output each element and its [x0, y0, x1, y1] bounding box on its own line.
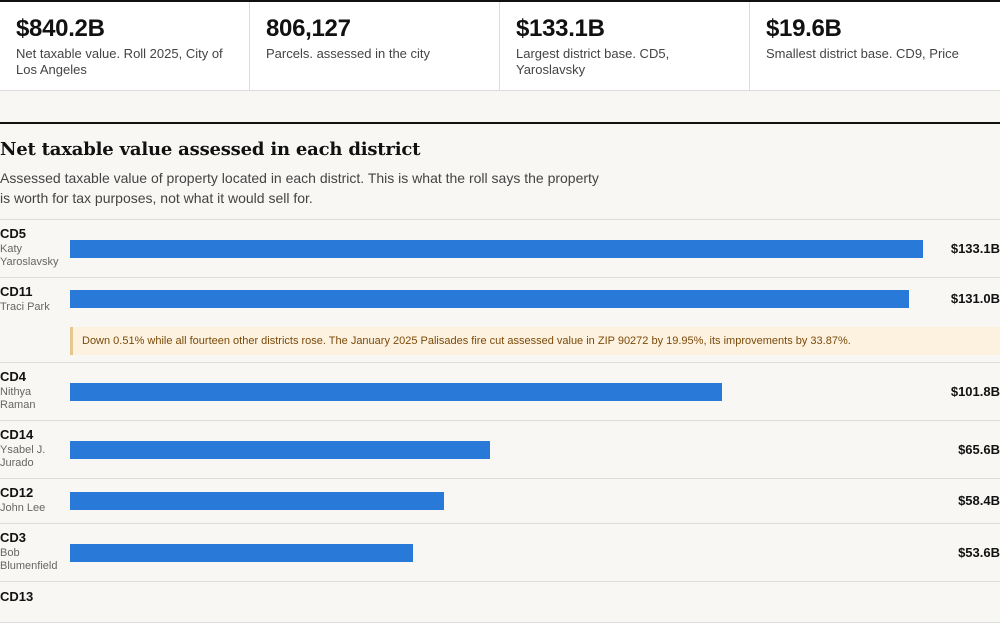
stat-card: $133.1B Largest district base. CD5, Yaro… — [500, 2, 750, 90]
stat-label: Parcels. assessed in the city — [266, 46, 431, 61]
district-row: CD11 Traci Park $131.0B Down 0.51% while al… — [0, 278, 1000, 363]
bar-value-label: $101.8B — [950, 384, 1000, 399]
bar — [70, 544, 413, 562]
bar — [70, 383, 722, 401]
council-member-name: Ysabel J. Jurado — [0, 444, 46, 469]
stat-value: $133.1B — [516, 15, 605, 42]
annotation-note: Down 0.51% while all fourteen other dist… — [70, 327, 1000, 355]
district-label: CD12 — [0, 485, 34, 500]
stats-strip: $840.2B Net taxable value. Roll 2025, Ci… — [0, 0, 1000, 91]
district-row: CD3 Bob Blumenfield $53.6B — [0, 524, 1000, 582]
bar — [70, 240, 923, 258]
district-row: CD4 Nithya Raman $101.8B — [0, 363, 1000, 421]
district-label: CD14 — [0, 427, 34, 442]
stat-label: Net taxable value. Roll 2025, City of Lo… — [16, 46, 223, 77]
stat-label: Smallest district base. CD9, Price — [766, 46, 959, 61]
district-label: CD3 — [0, 530, 27, 545]
stat-value: $840.2B — [16, 15, 105, 42]
council-member-name: Nithya Raman — [0, 386, 36, 411]
chart-subtitle: Assessed taxable value of property locat… — [0, 170, 599, 206]
bar-chart: CD5 Katy Yaroslavsky $133.1B CD11 Traci Park… — [0, 219, 1000, 623]
chart-title: Net taxable value assessed in each distr… — [0, 139, 421, 160]
bar-value-label: $131.0B — [950, 291, 1000, 306]
stat-card: $840.2B Net taxable value. Roll 2025, Ci… — [0, 2, 250, 90]
stat-value: 806,127 — [266, 15, 351, 42]
bar — [70, 492, 444, 510]
council-member-name: Katy Yaroslavsky — [0, 243, 59, 268]
district-row: CD5 Katy Yaroslavsky $133.1B — [0, 220, 1000, 278]
stat-label: Largest district base. CD5, Yaroslavsky — [516, 46, 670, 77]
district-row: CD12 John Lee $58.4B — [0, 479, 1000, 524]
bar-value-label: $133.1B — [950, 241, 1000, 256]
bar-value-label: $65.6B — [958, 442, 1000, 457]
district-label: CD5 — [0, 226, 27, 241]
council-member-name: Traci Park — [0, 301, 50, 313]
council-member-name: John Lee — [0, 502, 46, 514]
district-label: CD4 — [0, 369, 27, 384]
stat-card: 806,127 Parcels. assessed in the city — [250, 2, 500, 90]
bar-value-label: $58.4B — [958, 493, 1000, 508]
district-row: CD14 Ysabel J. Jurado $65.6B — [0, 421, 1000, 479]
stat-value: $19.6B — [766, 15, 842, 42]
district-label: CD11 — [0, 284, 33, 299]
bar-value-label: $53.6B — [958, 545, 1000, 560]
district-row: CD13 — [0, 582, 1000, 623]
district-chart-section: Net taxable value assessed in each distr… — [0, 122, 1000, 623]
bar — [70, 441, 490, 459]
bar — [70, 290, 909, 308]
council-member-name: Bob Blumenfield — [0, 547, 58, 572]
district-label: CD13 — [0, 589, 34, 604]
stat-card: $19.6B Smallest district base. CD9, Pric… — [750, 2, 1000, 90]
